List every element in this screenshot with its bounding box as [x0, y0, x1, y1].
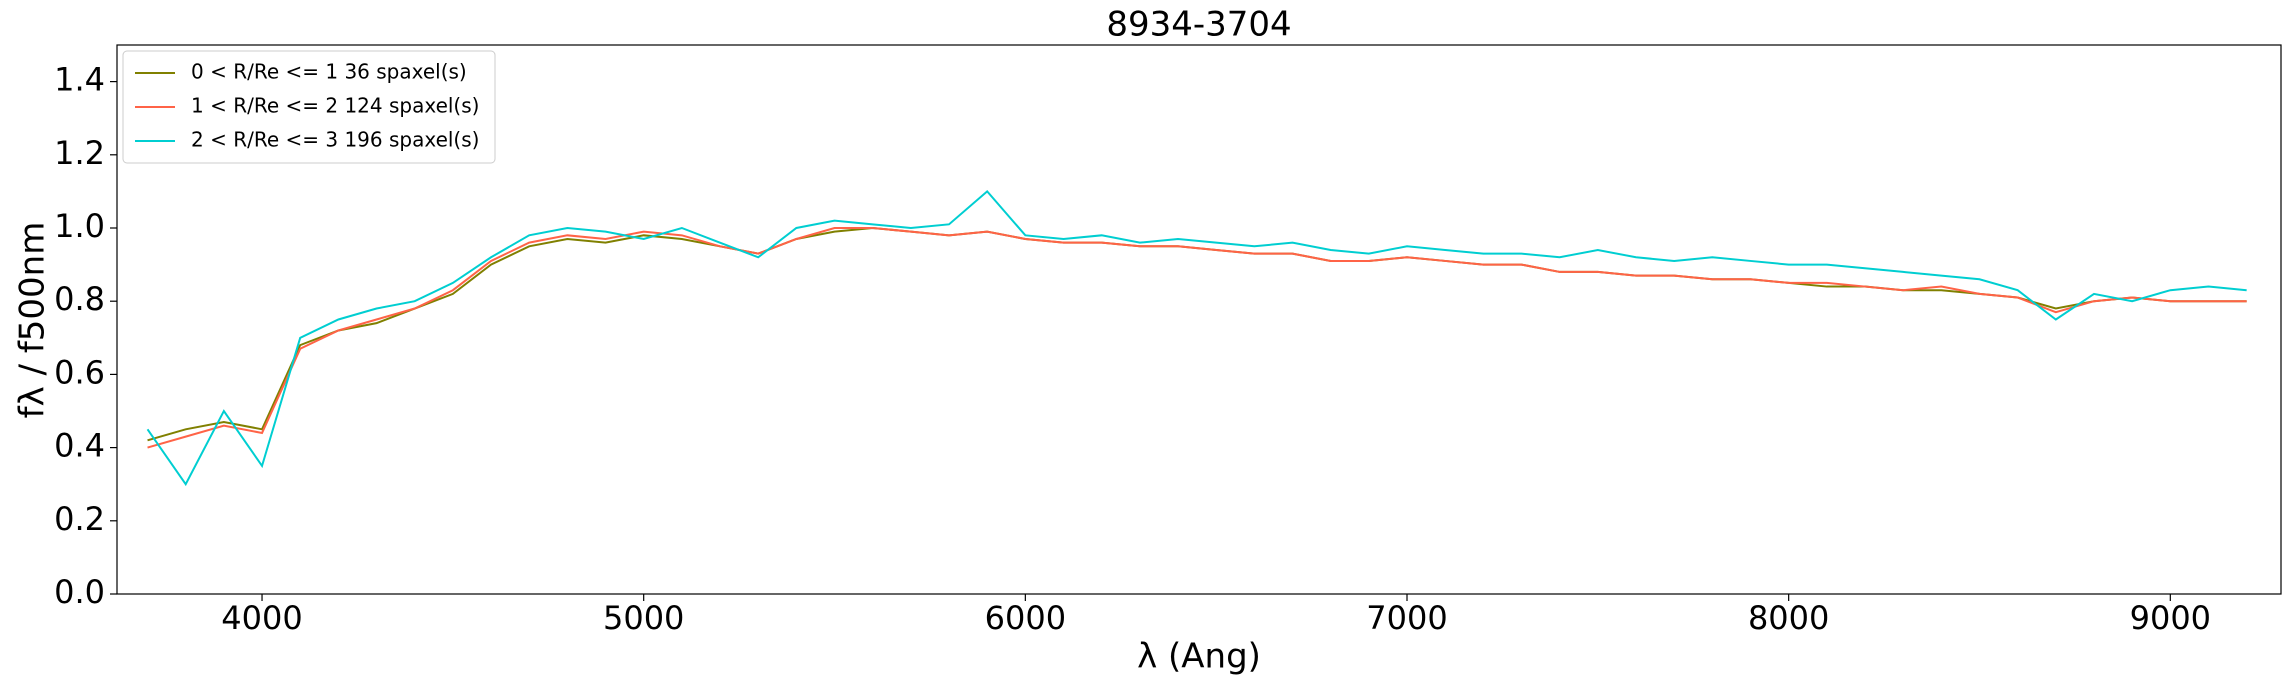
y-tick-label: 0.4: [54, 427, 105, 465]
x-tick-label: 4000: [221, 599, 302, 637]
x-tick-label: 6000: [985, 599, 1066, 637]
x-tick-label: 8000: [1748, 599, 1829, 637]
y-tick-label: 0.6: [54, 353, 105, 391]
plot-frame: [116, 44, 2282, 595]
y-axis-label: fλ / f500nm: [13, 222, 53, 419]
y-tick-label: 1.0: [54, 207, 105, 245]
legend-label: 0 < R/Re <= 1 36 spaxel(s): [191, 60, 467, 84]
x-tick-label: 7000: [1366, 599, 1447, 637]
x-axis-label: λ (Ang): [1137, 637, 1261, 677]
y-tick-label: 0.8: [54, 280, 105, 318]
chart-title: 8934-3704: [1106, 5, 1291, 45]
x-tick-label: 5000: [603, 599, 684, 637]
series-line: [147, 226, 2247, 442]
series-line: [147, 227, 2247, 449]
legend-label: 1 < R/Re <= 2 124 spaxel(s): [191, 94, 479, 118]
series-line: [146, 189, 2247, 487]
y-tick-label: 1.2: [54, 134, 105, 172]
y-tick-label: 0.0: [54, 573, 105, 611]
legend-label: 2 < R/Re <= 3 196 spaxel(s): [191, 128, 479, 152]
y-tick-label: 1.4: [54, 61, 105, 99]
x-tick-label: 9000: [2130, 599, 2211, 637]
y-tick-label: 0.2: [54, 500, 105, 538]
legend-box: [122, 50, 496, 164]
